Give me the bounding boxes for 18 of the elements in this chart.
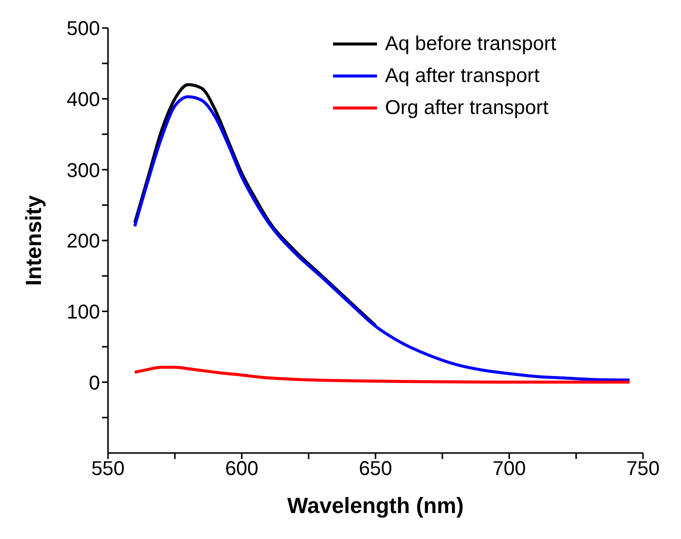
y-tick-label: 300	[66, 160, 100, 182]
x-axis-title: Wavelength (nm)	[287, 493, 464, 518]
y-tick-label: 100	[66, 301, 100, 324]
y-axis-title: Intensity	[20, 194, 46, 286]
line-series	[133, 366, 632, 384]
legend-label: Aq before transport	[385, 32, 556, 57]
x-tick-label: 550	[91, 458, 125, 480]
y-tick-label: 200	[66, 230, 100, 253]
x-tick-label: 750	[626, 458, 660, 480]
legend-label: Aq after transport	[385, 64, 540, 89]
legend-label: Org after transport	[385, 96, 548, 121]
line-series	[133, 95, 632, 382]
x-tick-label: 700	[492, 458, 526, 480]
x-tick-label: 600	[225, 458, 258, 480]
y-tick-label: 400	[66, 88, 100, 111]
y-tick-label: 0	[88, 372, 100, 394]
y-tick-label: 500	[66, 18, 100, 40]
x-tick-label: 650	[358, 458, 392, 480]
